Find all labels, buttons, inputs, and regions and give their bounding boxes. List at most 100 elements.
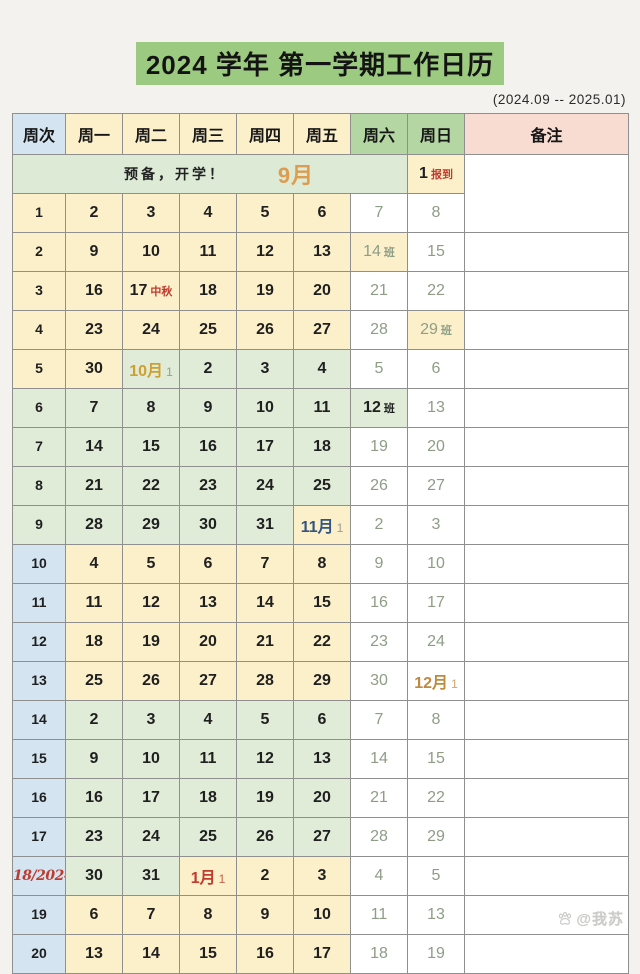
cell-value: 12 [256, 750, 274, 767]
cell-value: 18 [313, 438, 331, 455]
notes-cell [464, 466, 629, 506]
saturday-cell: 2 [350, 505, 408, 545]
week-row: 11 11 12 13 14 15 16 17 [12, 583, 629, 623]
cell-value: 21 [256, 633, 274, 650]
cell-value: 11月 [300, 519, 334, 536]
day-cell: 12 [122, 583, 180, 623]
cell-value: 22 [313, 633, 331, 650]
day-cell: 9 [65, 232, 123, 272]
week-row: 17 23 24 25 26 27 28 29 [12, 817, 629, 857]
month-banner-row: 预备，开学！ 9月 1 报到 [12, 154, 629, 233]
notes-cell [464, 349, 629, 389]
cell-value: 9 [374, 555, 384, 572]
day-cell: 11 [179, 739, 237, 779]
day-cell: 16 [236, 934, 294, 974]
cell-value: 23 [370, 633, 388, 650]
sunday-cell: 22 [407, 778, 465, 818]
day-cell: 9 [236, 895, 294, 935]
day-cell: 12 [236, 739, 294, 779]
cell-value: 16 [256, 945, 274, 962]
september-banner-cell: 预备，开学！ 9月 [12, 154, 408, 194]
saturday-cell: 5 [350, 349, 408, 389]
day-cell: 30 [65, 856, 123, 896]
sunday-cell: 27 [407, 466, 465, 506]
cell-value: 10 [31, 555, 47, 571]
cell-value: 20 [313, 789, 331, 806]
day-cell: 16 [65, 271, 123, 311]
cell-value: 20 [31, 945, 47, 961]
week-cell: 4 [12, 310, 66, 350]
cell-value: 29 [420, 321, 438, 338]
day-cell: 22 [122, 466, 180, 506]
day-cell: 18 [179, 271, 237, 311]
week-row: 9 28 29 30 31 11月 1 2 3 [12, 505, 629, 545]
day-cell: 7 [65, 388, 123, 428]
cell-value: 30 [85, 867, 103, 884]
week-cell: 7 [12, 427, 66, 467]
day-cell: 15 [179, 934, 237, 974]
cell-value: 30 [199, 516, 217, 533]
cell-value: 25 [85, 672, 103, 689]
week-cell: 13 [12, 661, 66, 701]
day-cell: 6 [179, 544, 237, 584]
cell-value: 3 [146, 204, 156, 221]
header-thursday: 周四 [236, 113, 294, 155]
day-cell: 10 [122, 739, 180, 779]
day-cell: 13 [179, 583, 237, 623]
cell-value: 29 [427, 828, 445, 845]
saturday-cell: 26 [350, 466, 408, 506]
day-cell: 11 [293, 388, 351, 428]
cell-value: 14 [142, 945, 160, 962]
cell-value: 19 [256, 789, 274, 806]
cell-value: 12 [363, 399, 381, 416]
notes-cell [464, 934, 629, 974]
notes-cell [464, 232, 629, 272]
sunday-cell: 13 [407, 388, 465, 428]
sunday-cell: 29 班 [407, 310, 465, 350]
saturday-cell: 14 [350, 739, 408, 779]
day-cell: 19 [236, 778, 294, 818]
week-cell: 18/2024 [12, 856, 66, 896]
day-cell: 17 中秋 [122, 271, 180, 311]
cell-value: 18 [199, 282, 217, 299]
cell-value: 29 [142, 516, 160, 533]
title-bar: 2024 学年 第一学期工作日历 [0, 0, 640, 85]
week-row: 16 16 17 18 19 20 21 22 [12, 778, 629, 818]
day-cell: 22 [293, 622, 351, 662]
week-row: 5 30 10月 1 2 3 4 5 6 [12, 349, 629, 389]
cell-value: 2 [374, 516, 384, 533]
cell-value: 18 [370, 945, 388, 962]
sunday-cell: 8 [407, 193, 465, 233]
day-cell: 9 [65, 739, 123, 779]
day-cell: 19 [236, 271, 294, 311]
day-cell: 28 [65, 505, 123, 545]
sunday-cell: 15 [407, 232, 465, 272]
cell-value: 4 [317, 360, 327, 377]
cell-value: 26 [256, 828, 274, 845]
cell-value: 4 [374, 867, 384, 884]
cell-value: 20 [313, 282, 331, 299]
cell-value: 6 [317, 711, 327, 728]
cell-value: 3 [317, 867, 327, 884]
day-cell: 30 [65, 349, 123, 389]
day-cell: 10 [236, 388, 294, 428]
cell-value: 22 [427, 789, 445, 806]
cell-value: 13 [313, 750, 331, 767]
cell-value: 20 [427, 438, 445, 455]
day-cell: 31 [236, 505, 294, 545]
day-cell: 4 [179, 700, 237, 740]
header-sunday: 周日 [407, 113, 465, 155]
cell-value: 7 [89, 399, 99, 416]
week-cell: 9 [12, 505, 66, 545]
day-cell: 18 [179, 778, 237, 818]
day-cell: 11月 1 [293, 505, 351, 545]
cell-value: 10月 [129, 363, 164, 380]
saturday-cell: 28 [350, 817, 408, 857]
cell-value: 7 [260, 555, 270, 572]
cell-value: 28 [370, 828, 388, 845]
week-cell: 19 [12, 895, 66, 935]
cell-value: 17 [256, 438, 274, 455]
saturday-cell: 19 [350, 427, 408, 467]
cell-value: 21 [370, 282, 388, 299]
cell-value: 16 [31, 789, 47, 805]
